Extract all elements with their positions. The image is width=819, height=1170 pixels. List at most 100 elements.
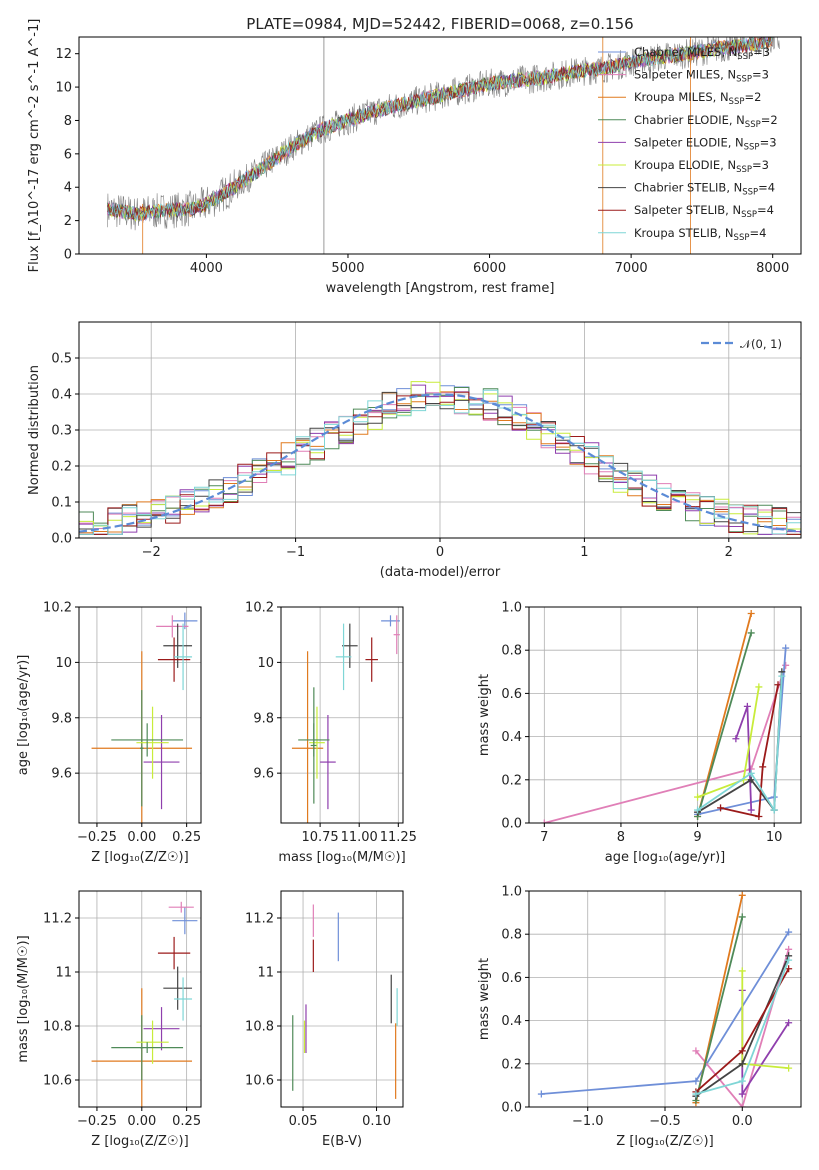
weight-marker: [778, 672, 786, 680]
errorbar-point: [291, 651, 324, 823]
axes-frame: [78, 606, 202, 824]
x-tick-label: 5000: [331, 261, 364, 276]
errorbar-point: [163, 623, 193, 668]
weight-line-3: [695, 916, 744, 1101]
x-axis-label: mass [log₁₀(M/M☉)]: [278, 850, 405, 865]
x-tick-label: 0.25: [172, 1114, 201, 1129]
errorbar-point: [365, 637, 378, 682]
y-tick-label: 9.6: [253, 767, 274, 782]
panel-age_vs_mass: 10.75 11.00 11.25 9.6 9.8 10 10.2 mass [log₁₀(M…: [245, 601, 417, 866]
y-axis-label: Normed distribution: [27, 365, 42, 495]
weight-marker: [738, 913, 746, 921]
errorbar-point: [168, 901, 194, 913]
plot-area-mass_vs_ebv: [281, 891, 403, 1107]
y-tick-label: 0.0: [501, 1101, 522, 1116]
weight-marker: [738, 967, 746, 975]
weight-line-1: [697, 647, 787, 816]
x-tick-label: −2: [142, 545, 161, 560]
errorbar-point: [309, 706, 325, 779]
panel-age_vs_Z: −0.25 0.00 0.25 9.6 9.8 10 10.2 Z [log₁₀(Z/Z☉)]…: [16, 601, 202, 865]
weight-marker: [747, 609, 755, 617]
weight-line-7: [720, 684, 779, 818]
x-tick-label: 7000: [615, 261, 648, 276]
x-tick-label: 0.0: [732, 1114, 753, 1129]
errorbar-point: [174, 623, 193, 691]
x-tick-label: 7: [540, 830, 548, 845]
x-tick-label: 0.00: [127, 1114, 156, 1129]
x-tick-label: −1: [286, 545, 305, 560]
weight-marker: [759, 763, 767, 771]
errorbar-point: [140, 690, 144, 807]
y-tick-label: 0.6: [501, 971, 522, 986]
y-tick-label: 4: [64, 181, 72, 196]
y-tick-label: 8: [64, 114, 72, 129]
y-tick-label: 0.8: [501, 644, 522, 659]
model-line-7: [106, 37, 773, 221]
legend: 𝒩(0, 1): [701, 337, 782, 351]
y-tick-label: 2: [64, 214, 72, 229]
y-tick-label: 10.2: [245, 601, 274, 616]
histogram-4: [79, 384, 801, 535]
y-tick-label: 0.0: [501, 817, 522, 832]
weight-marker: [692, 1077, 700, 1085]
y-tick-label: 0.4: [51, 388, 72, 403]
weight-marker: [782, 661, 790, 669]
axes-frame: [280, 606, 404, 824]
y-tick-label: 0.4: [501, 1014, 522, 1029]
y-tick-label: 0.1: [51, 496, 72, 511]
x-axis-label: age [log₁₀(age/yr)]: [605, 850, 726, 865]
panel-weight_vs_age: 7 8 9 10 0.0 0.2 0.4 0.6 0.8 1.0 age [log₁₀(age/yr…: [477, 601, 802, 865]
y-tick-label: 9.8: [253, 711, 274, 726]
errorbar-point: [298, 723, 330, 757]
legend-label: Kroupa MILES, NSSP=2: [634, 90, 761, 107]
y-tick-label: 11.2: [245, 912, 274, 927]
weight-marker: [785, 945, 793, 953]
weight-marker: [785, 1064, 793, 1072]
y-tick-label: 0.0: [51, 532, 72, 547]
weight-line-4: [735, 706, 753, 811]
panel-mass_vs_Z: −0.25 0.00 0.25 10.6 10.8 11 11.2 Z [log₁₀(Z/Z☉…: [16, 890, 202, 1149]
errorbar-point: [335, 623, 352, 691]
y-axis-label: Flux [f_λ10^-17 erg cm^-2 s^-1 A^-1]: [27, 19, 42, 273]
x-tick-label: 11.00: [341, 830, 378, 845]
x-tick-label: 8: [617, 830, 625, 845]
y-axis-label: mass weight: [477, 958, 492, 1040]
legend-label: Kroupa STELIB, NSSP=4: [634, 226, 766, 243]
plot-area-age_vs_Z: [79, 607, 201, 823]
panel-spectrum: 4000 5000 6000 7000 8000 0 2 4 6 8 10 12 wavelength …: [27, 19, 802, 296]
axes-frame: [280, 890, 404, 1108]
weight-marker: [755, 813, 763, 821]
x-tick-label: 0: [436, 545, 444, 560]
weight-marker: [785, 928, 793, 936]
y-axis-label: mass weight: [477, 674, 492, 756]
y-tick-label: 10.8: [43, 1020, 72, 1035]
y-tick-label: 0: [64, 248, 72, 263]
histogram-7: [79, 391, 801, 535]
histogram-5: [79, 381, 801, 535]
weight-line-2: [696, 613, 753, 817]
y-tick-label: 0.2: [501, 773, 522, 788]
weight-marker: [738, 1060, 746, 1068]
x-axis-label: E(B-V): [322, 1134, 362, 1149]
y-tick-label: 10: [55, 656, 72, 671]
y-tick-label: 0.3: [51, 424, 72, 439]
weight-marker: [755, 683, 763, 691]
axes-frame: [528, 606, 802, 824]
x-tick-label: 8000: [756, 261, 789, 276]
x-tick-label: 6000: [473, 261, 506, 276]
errorbar-point: [157, 637, 191, 682]
plot-area-weight_vs_Z: [529, 891, 801, 1107]
y-tick-label: 11: [55, 966, 72, 981]
x-tick-label: 2: [725, 545, 733, 560]
weight-marker: [738, 1103, 746, 1107]
errorbar-point: [143, 715, 180, 810]
weight-marker: [747, 806, 755, 814]
x-tick-label: 1: [580, 545, 588, 560]
errorbar-point: [174, 977, 193, 1021]
axes-frame: [78, 890, 202, 1108]
y-tick-label: 9.6: [51, 767, 72, 782]
legend-label: Chabrier STELIB, NSSP=4: [634, 181, 775, 198]
errorbar-point: [172, 907, 198, 935]
weight-marker: [770, 806, 778, 814]
y-tick-label: 1.0: [501, 601, 522, 616]
